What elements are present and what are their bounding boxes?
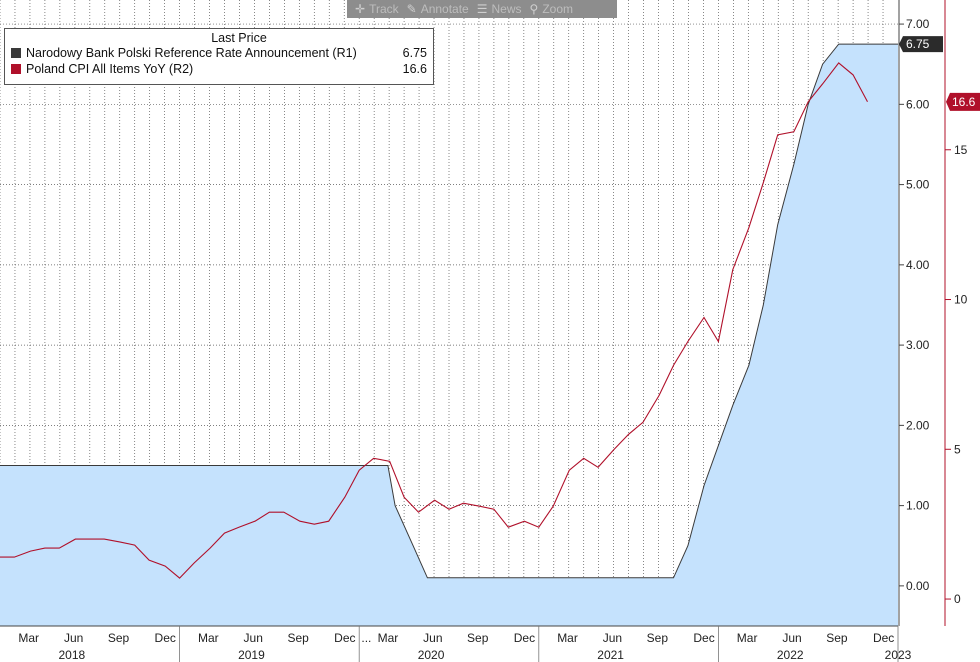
x-tick-label: Jun xyxy=(64,631,83,645)
legend-swatch xyxy=(11,48,21,58)
x-tick-label: Dec xyxy=(155,631,176,645)
x-tick-label: Jun xyxy=(244,631,263,645)
x-year-label: 2019 xyxy=(238,648,265,662)
x-year-label: 2022 xyxy=(777,648,804,662)
legend-entry[interactable]: Narodowy Bank Polski Reference Rate Anno… xyxy=(5,45,433,61)
legend-entry-name: Poland CPI All Items YoY (R2) xyxy=(26,62,194,76)
x-tick-label: Sep xyxy=(826,631,848,645)
zoom-label: Zoom xyxy=(542,2,573,16)
news-button[interactable]: ☰ News xyxy=(477,2,522,16)
legend-entry-name: Narodowy Bank Polski Reference Rate Anno… xyxy=(26,46,357,60)
y2-tick-label: 5 xyxy=(954,442,961,456)
x-tick-label: Mar xyxy=(557,631,578,645)
x-tick-label: Sep xyxy=(647,631,669,645)
annotate-label: Annotate xyxy=(420,2,469,16)
legend-entry-value: 16.6 xyxy=(402,62,427,76)
y1-tick-label: 0.00 xyxy=(906,579,930,593)
legend-entry[interactable]: Poland CPI All Items YoY (R2) 16.6 xyxy=(5,61,433,77)
y2-tick-label: 10 xyxy=(954,293,968,307)
y1-tick-label: 7.00 xyxy=(906,17,930,31)
reference-rate-last-value-flag xyxy=(899,36,943,53)
y1-tick-label: 2.00 xyxy=(906,418,930,432)
news-label: News xyxy=(491,2,522,16)
reference-rate-last-value: 6.75 xyxy=(906,37,930,51)
legend-entry-value: 6.75 xyxy=(402,46,427,60)
track-button[interactable]: ✛ Track xyxy=(355,2,399,16)
zoom-button[interactable]: ⚲ Zoom xyxy=(530,2,573,16)
legend-title: Last Price xyxy=(211,31,267,45)
y1-tick-label: 4.00 xyxy=(906,258,930,272)
y1-tick-label: 6.00 xyxy=(906,97,930,111)
cpi-last-value-flag xyxy=(946,92,980,111)
x-tick-label: Jun xyxy=(423,631,442,645)
news-icon: ☰ xyxy=(476,2,488,16)
x-tick-label: Mar xyxy=(737,631,758,645)
series-area-reference-rate xyxy=(0,44,898,627)
x-tick-label: Jun xyxy=(782,631,801,645)
legend: Last Price Narodowy Bank Polski Referenc… xyxy=(4,28,434,85)
series-line-reference-rate xyxy=(0,43,898,579)
x-tick-label: Mar xyxy=(198,631,219,645)
x-tick-label: Mar xyxy=(378,631,399,645)
x-year-label: 2018 xyxy=(58,648,85,662)
track-label: Track xyxy=(369,2,399,16)
x-tick-label: Dec xyxy=(873,631,894,645)
y2-tick-label: 15 xyxy=(954,143,968,157)
x-axis-break-marker: ... xyxy=(361,631,371,645)
cpi-last-value: 16.6 xyxy=(952,95,976,109)
pencil-icon: ✎ xyxy=(406,2,417,16)
y1-tick-label: 1.00 xyxy=(906,499,930,513)
x-year-label: 2021 xyxy=(597,648,624,662)
x-tick-label: Dec xyxy=(693,631,714,645)
annotate-button[interactable]: ✎ Annotate xyxy=(407,2,469,16)
x-tick-label: Sep xyxy=(287,631,309,645)
series-line-cpi xyxy=(0,62,868,579)
chart-toolbar: ✛ Track ✎ Annotate ☰ News ⚲ Zoom xyxy=(347,0,617,18)
y1-tick-label: 5.00 xyxy=(906,178,930,192)
crosshair-icon: ✛ xyxy=(355,2,366,16)
x-tick-label: Dec xyxy=(334,631,355,645)
x-tick-label: Dec xyxy=(514,631,535,645)
legend-swatch xyxy=(11,64,21,74)
magnifier-icon: ⚲ xyxy=(529,2,539,16)
x-tick-label: Sep xyxy=(467,631,489,645)
y2-tick-label: 0 xyxy=(954,592,961,606)
x-tick-label: Mar xyxy=(18,631,39,645)
y1-tick-label: 3.00 xyxy=(906,338,930,352)
x-year-label: 2020 xyxy=(418,648,445,662)
x-tick-label: Jun xyxy=(603,631,622,645)
x-tick-label: Sep xyxy=(108,631,130,645)
